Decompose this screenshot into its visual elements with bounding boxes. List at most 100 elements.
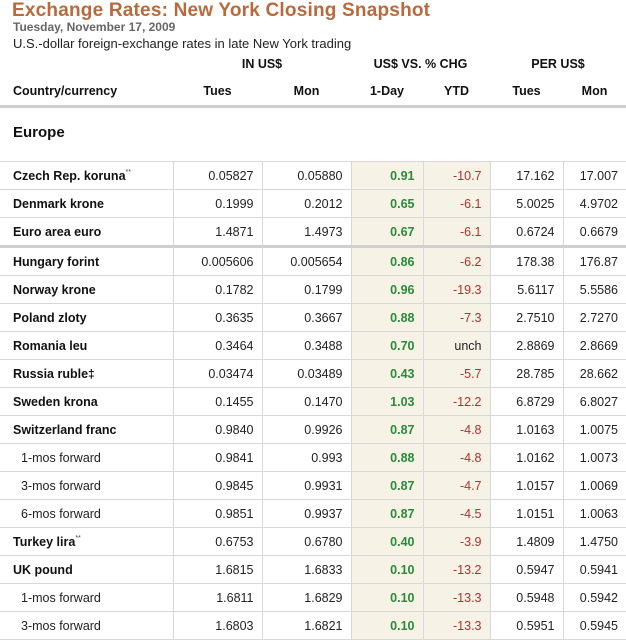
pct-chg-ytd-cell-text: -4.8 xyxy=(459,450,482,465)
currency-name-cell-text: Euro area euro xyxy=(13,224,102,239)
in-usd-tues-cell: 1.6811 xyxy=(172,583,262,612)
table-row: 3-mos forward 0.9845 0.9931 0.87 -4.7 1.0157 1… xyxy=(0,471,626,500)
pct-chg-1day-cell: 0.10 xyxy=(350,583,423,612)
per-usd-mon-cell-text: 176.87 xyxy=(579,254,618,269)
in-usd-tues-cell: 0.3635 xyxy=(172,303,262,332)
table-row: Hungary forint 0.005606 0.005654 0.86 -6.2 17… xyxy=(0,245,626,276)
col-header-per-tues: Tues xyxy=(512,84,541,98)
pct-chg-1day-cell-text: 0.70 xyxy=(390,338,415,353)
pct-chg-ytd-cell: -4.5 xyxy=(422,499,490,528)
in-usd-mon-cell: 0.9937 xyxy=(261,499,351,528)
currency-name-cell: Hungary forint xyxy=(0,245,173,276)
pct-chg-1day-cell: 0.65 xyxy=(350,189,423,218)
per-usd-tues-cell: 178.38 xyxy=(489,245,563,276)
in-usd-mon-cell-text: 0.1470 xyxy=(304,394,343,409)
per-usd-tues-cell-text: 1.0151 xyxy=(516,506,555,521)
currency-name-cell-text: Sweden krona xyxy=(13,394,98,409)
currency-name-cell-text: 1-mos forward xyxy=(21,450,101,465)
per-usd-tues-cell: 17.162 xyxy=(489,161,563,190)
per-usd-mon-cell-text: 0.5945 xyxy=(579,618,618,633)
in-usd-tues-cell: 0.9840 xyxy=(172,415,262,444)
pct-chg-ytd-cell: -13.3 xyxy=(422,611,490,640)
in-usd-mon-cell: 0.005654 xyxy=(261,245,351,276)
in-usd-tues-cell: 0.1455 xyxy=(172,387,262,416)
pct-chg-1day-cell-text: 0.10 xyxy=(390,562,415,577)
in-usd-tues-cell-text: 0.1999 xyxy=(215,196,254,211)
per-usd-mon-cell-text: 1.0063 xyxy=(579,506,618,521)
date-line: Tuesday, November 17, 2009 xyxy=(13,20,176,34)
per-usd-mon-cell: 0.5941 xyxy=(562,555,626,584)
in-usd-mon-cell: 1.6821 xyxy=(261,611,351,640)
pct-chg-1day-cell: 0.96 xyxy=(350,275,423,304)
per-usd-tues-cell: 5.0025 xyxy=(489,189,563,218)
in-usd-mon-cell-text: 0.005654 xyxy=(290,254,343,269)
pct-chg-1day-cell-text: 0.10 xyxy=(390,618,415,633)
per-usd-tues-cell: 6.8729 xyxy=(489,387,563,416)
in-usd-mon-cell: 1.6829 xyxy=(261,583,351,612)
per-usd-tues-cell-text: 1.0163 xyxy=(516,422,555,437)
pct-chg-ytd-cell-text: -4.8 xyxy=(459,422,482,437)
per-usd-mon-cell-text: 1.4750 xyxy=(579,534,618,549)
per-usd-tues-cell: 2.7510 xyxy=(489,303,563,332)
in-usd-tues-cell: 0.03474 xyxy=(172,359,262,388)
per-usd-mon-cell: 2.8669 xyxy=(562,331,626,360)
pct-chg-1day-cell-text: 0.96 xyxy=(390,282,415,297)
per-usd-mon-cell: 4.9702 xyxy=(562,189,626,218)
per-usd-tues-cell-text: 0.6724 xyxy=(516,224,555,239)
currency-name-cell: Russia ruble‡ xyxy=(0,359,173,388)
pct-chg-ytd-cell: -4.7 xyxy=(422,471,490,500)
currency-name-cell: 6-mos forward xyxy=(0,499,173,528)
pct-chg-1day-cell-text: 0.40 xyxy=(390,534,415,549)
table-row: Turkey lira** 0.6753 0.6780 0.40 -3.9 1.4809 1… xyxy=(0,527,626,556)
currency-name-cell-text: 3-mos forward xyxy=(21,618,101,633)
in-usd-mon-cell-text: 0.03489 xyxy=(297,366,343,381)
in-usd-mon-cell: 0.05880 xyxy=(261,161,351,190)
pct-chg-ytd-cell-text: -3.9 xyxy=(459,534,482,549)
col-header-in-tues: Tues xyxy=(203,84,232,98)
table-row: 6-mos forward 0.9851 0.9937 0.87 -4.5 1.0151 1… xyxy=(0,499,626,528)
pct-chg-1day-cell-text: 0.87 xyxy=(390,422,415,437)
per-usd-mon-cell-text: 1.0075 xyxy=(579,422,618,437)
in-usd-mon-cell-text: 0.1799 xyxy=(304,282,343,297)
pct-chg-ytd-cell: -19.3 xyxy=(422,275,490,304)
in-usd-tues-cell: 0.005606 xyxy=(172,245,262,276)
in-usd-tues-cell-text: 0.05827 xyxy=(208,168,254,183)
currency-name-cell: 3-mos forward xyxy=(0,471,173,500)
currency-name-cell: Switzerland franc xyxy=(0,415,173,444)
in-usd-tues-cell-text: 0.9851 xyxy=(215,506,254,521)
currency-name-cell-text: Czech Rep. koruna xyxy=(13,168,126,183)
col-header-1day: 1-Day xyxy=(369,84,405,98)
pct-chg-ytd-cell-text: -12.2 xyxy=(453,394,482,409)
in-usd-tues-cell-text: 0.3635 xyxy=(215,310,254,325)
table-row: 1-mos forward 0.9841 0.993 0.88 -4.8 1.0162 1.… xyxy=(0,443,626,472)
per-usd-mon-cell: 0.5945 xyxy=(562,611,626,640)
in-usd-tues-cell-text: 1.6803 xyxy=(215,618,254,633)
in-usd-tues-cell-text: 1.4871 xyxy=(215,224,254,239)
pct-chg-1day-cell-text: 0.87 xyxy=(390,478,415,493)
pct-chg-1day-cell-text: 1.03 xyxy=(390,394,415,409)
pct-chg-1day-cell: 0.10 xyxy=(350,611,423,640)
per-usd-mon-cell: 28.662 xyxy=(562,359,626,388)
pct-chg-1day-cell: 0.87 xyxy=(350,499,423,528)
in-usd-tues-cell: 0.05827 xyxy=(172,161,262,190)
footnote-marker: ** xyxy=(125,168,131,176)
per-usd-mon-cell: 1.0073 xyxy=(562,443,626,472)
in-usd-mon-cell-text: 0.6780 xyxy=(304,534,343,549)
pct-chg-ytd-cell: -4.8 xyxy=(422,443,490,472)
per-usd-mon-cell-text: 6.8027 xyxy=(579,394,618,409)
group-header-pct-chg: US$ VS. % CHG xyxy=(373,57,468,71)
in-usd-mon-cell: 0.9926 xyxy=(261,415,351,444)
per-usd-tues-cell-text: 0.5947 xyxy=(516,562,555,577)
in-usd-mon-cell-text: 1.6821 xyxy=(304,618,343,633)
in-usd-mon-cell-text: 0.3667 xyxy=(304,310,343,325)
in-usd-tues-cell: 0.1999 xyxy=(172,189,262,218)
pct-chg-ytd-cell-text: -6.1 xyxy=(459,224,482,239)
pct-chg-1day-cell-text: 0.91 xyxy=(390,168,415,183)
page-title: Exchange Rates: New York Closing Snapsho… xyxy=(12,0,431,21)
currency-name-cell-text: Poland zloty xyxy=(13,310,87,325)
pct-chg-1day-cell: 0.67 xyxy=(350,217,423,247)
per-usd-mon-cell-text: 17.007 xyxy=(579,168,618,183)
per-usd-mon-cell-text: 0.5941 xyxy=(579,562,618,577)
pct-chg-ytd-cell: -3.9 xyxy=(422,527,490,556)
pct-chg-ytd-cell-text: -13.3 xyxy=(453,618,482,633)
